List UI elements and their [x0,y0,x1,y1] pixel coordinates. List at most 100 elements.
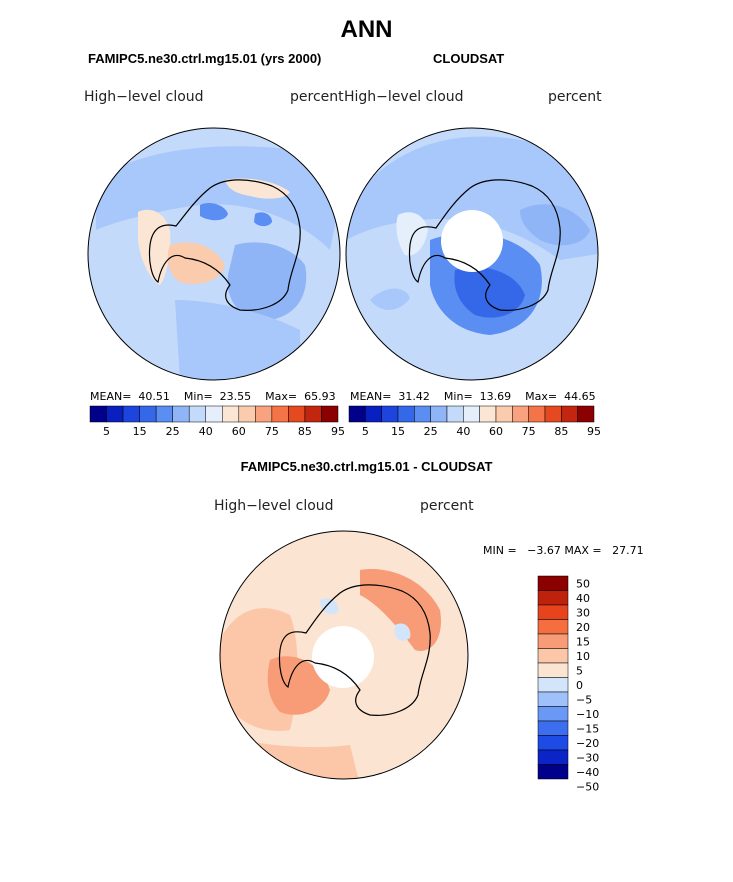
stat-min-value: 13.69 [479,390,512,403]
colorbar-swatch [155,405,173,423]
map-difference-polar-gap [312,626,374,688]
stat-mean-value: 31.42 [398,390,430,403]
colorbar-model: 5 15 25 40 60 75 85 95 [89,405,345,438]
stat-max-label: Max= [265,390,298,403]
colorbar-swatch [528,405,546,423]
colorbar-swatch [577,405,595,423]
colorbar-swatch [381,405,399,423]
colorbar-tick-label: 85 [298,425,312,438]
colorbar-tick-label: −5 [576,693,592,706]
colorbar-tick-label: 15 [391,425,405,438]
colorbar-tick-label: −50 [576,780,599,793]
colorbar-swatch [537,677,569,693]
colorbar-swatch [537,735,569,751]
colorbar-swatch [89,405,107,423]
stat-min-label: Min= [183,390,213,403]
colorbar-swatch [321,405,339,423]
stat-max-label: Max= [525,390,558,403]
colorbar-swatch [205,405,223,423]
colorbar-tick-label: 10 [576,650,590,663]
colorbar-swatch [122,405,140,423]
colorbar-swatch [537,590,569,606]
panel-right-stats: MEAN= 31.42 Min= 13.69 Max= 44.65 [350,390,596,403]
map-cloudsat-pale-peninsula [396,212,428,256]
map-difference-border [219,530,469,780]
colorbar-tick-label: 30 [576,606,590,619]
map-difference-pale-patch [371,698,389,717]
stat-min-value: 23.55 [219,390,252,403]
colorbar-tick-label: 95 [331,425,345,438]
colorbar-swatch [430,405,448,423]
colorbar-swatch [537,633,569,649]
colorbar-cloudsat: 5 15 25 40 60 75 85 95 [348,405,601,438]
panel-left-variable-label: High−level cloud [84,89,204,105]
map-cloudsat-dark-core [454,267,525,318]
colorbar-swatch [561,405,578,423]
colorbar-swatch [446,405,464,423]
map-model-border [87,127,341,381]
colorbar-swatch [537,764,569,780]
difference-heading: FAMIPC5.ne30.ctrl.mg15.01 - CLOUDSAT [240,459,493,474]
colorbar-tick-label: 75 [522,425,536,438]
colorbar-swatch [537,691,569,707]
map-model-blue-patch-east [227,242,307,321]
panel-left-units-label: percent [290,89,344,105]
colorbar-swatch [495,405,513,423]
colorbar-tick-label: 40 [576,592,590,605]
map-cloudsat-coastline [408,179,561,311]
colorbar-tick-label: −40 [576,766,599,779]
colorbar-swatch [255,405,273,423]
colorbar-tick-label: 85 [554,425,568,438]
map-cloudsat-border [345,127,599,381]
colorbar-tick-label: 15 [576,635,590,648]
stat-mean-value: 40.51 [138,390,170,403]
colorbar-swatch [479,405,497,423]
colorbar-swatch [537,648,569,664]
colorbar-tick-label: 5 [362,425,369,438]
map-cloudsat [345,127,599,381]
map-model-blue-patch-south [175,300,300,380]
colorbar-tick-label: 0 [576,679,583,692]
colorbar-tick-label: −20 [576,737,599,750]
colorbar-swatch [537,662,569,678]
colorbar-tick-label: 25 [424,425,438,438]
stat-min-label: Min= [443,390,473,403]
colorbar-swatch [537,749,569,765]
page-title: ANN [340,16,393,43]
map-difference-coastline [278,584,431,716]
panel-left-stats: MEAN= 40.51 Min= 23.55 Max= 65.93 [90,390,336,403]
stat-mean-label: MEAN= [350,390,392,403]
colorbar-tick-label: 15 [133,425,147,438]
colorbar-swatch [537,720,569,736]
colorbar-swatch [544,405,562,423]
map-model-blue-band [96,146,340,250]
difference-units-label: percent [420,498,474,514]
colorbar-tick-label: 20 [576,621,590,634]
stat-max-value: 44.65 [564,390,596,403]
colorbar-tick-label: 50 [576,577,590,590]
map-model-warm-patch-north [225,178,290,199]
colorbar-swatch [139,405,157,423]
map-difference-cool-patch-1 [394,623,411,641]
colorbar-swatch [512,405,529,423]
colorbar-swatch [304,405,322,423]
colorbar-tick-label: 60 [489,425,503,438]
stat-max-value: 65.93 [304,390,336,403]
panel-right-variable-label: High−level cloud [344,89,464,105]
colorbar-swatch [271,405,289,423]
map-difference-warm-south [240,740,360,779]
colorbar-tick-label: −30 [576,751,599,764]
map-model [87,127,341,381]
colorbar-swatch [537,619,569,635]
colorbar-swatch [537,706,569,722]
colorbar-swatch [172,405,190,423]
colorbar-tick-label: 40 [199,425,213,438]
colorbar-swatch [414,405,431,423]
colorbar-swatch [397,405,415,423]
difference-range: MIN = −3.67 MAX = 27.71 [483,544,644,557]
colorbar-swatch [537,575,569,591]
colorbar-swatch [238,405,256,423]
map-cloudsat-blue-east [520,204,590,246]
